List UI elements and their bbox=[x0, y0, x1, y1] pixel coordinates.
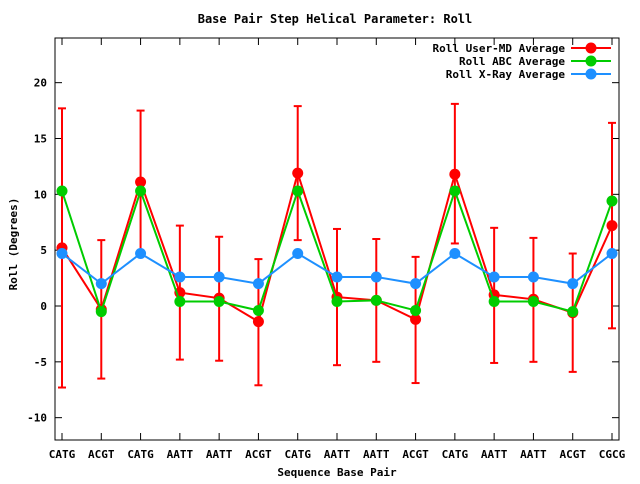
series-2-point bbox=[370, 294, 382, 306]
series-2-point bbox=[567, 306, 579, 318]
series-3-point bbox=[331, 271, 343, 283]
series-2-point bbox=[252, 304, 264, 316]
series-1-point bbox=[135, 176, 147, 188]
series-3-point bbox=[449, 248, 461, 260]
series-2-point bbox=[410, 304, 422, 316]
x-tick-label: ACGT bbox=[245, 448, 272, 461]
series-3-point bbox=[56, 248, 68, 260]
series-2-point bbox=[174, 296, 186, 308]
x-axis-label: Sequence Base Pair bbox=[277, 466, 397, 479]
y-tick-label: 20 bbox=[34, 77, 47, 90]
series-3-point bbox=[95, 278, 107, 290]
series-2-point bbox=[527, 296, 539, 308]
series-3-point bbox=[252, 278, 264, 290]
x-tick-label: AATT bbox=[481, 448, 508, 461]
series-2-point bbox=[449, 185, 461, 197]
series-3-point bbox=[174, 271, 186, 283]
x-tick-label: AATT bbox=[520, 448, 547, 461]
x-tick-label: AATT bbox=[206, 448, 233, 461]
series-2-point bbox=[135, 185, 147, 197]
series-1-point bbox=[252, 316, 264, 328]
series-3-point bbox=[488, 271, 500, 283]
y-tick-label: 15 bbox=[34, 133, 47, 146]
series-1-point bbox=[606, 220, 618, 232]
series-1-point bbox=[449, 168, 461, 180]
series-2-point bbox=[606, 195, 618, 207]
series-2-point bbox=[292, 185, 304, 197]
series-1-point bbox=[410, 313, 422, 325]
series-3-point bbox=[292, 248, 304, 260]
series-2-point bbox=[95, 306, 107, 318]
series-2-point bbox=[488, 296, 500, 308]
chart-title: Base Pair Step Helical Parameter: Roll bbox=[198, 12, 473, 26]
y-tick-label: -5 bbox=[34, 356, 47, 369]
y-axis-label: Roll (Degrees) bbox=[7, 198, 20, 291]
series-3-point bbox=[135, 248, 147, 260]
x-tick-label: ACGT bbox=[559, 448, 586, 461]
legend-swatch-marker-3 bbox=[585, 68, 597, 80]
x-tick-label: CATG bbox=[442, 448, 469, 461]
legend-swatch-marker-2 bbox=[585, 55, 597, 67]
series-3-point bbox=[213, 271, 225, 283]
series-3-point bbox=[567, 278, 579, 290]
series-2-point bbox=[213, 296, 225, 308]
x-tick-label: CATG bbox=[49, 448, 76, 461]
legend-label-2: Roll ABC Average bbox=[459, 55, 565, 68]
legend-label-3: Roll X-Ray Average bbox=[446, 68, 566, 81]
plot-area: -10 -5 0 5 10 15 20 CATG ACGT CATG AATT AATT ACGT CAT… bbox=[27, 37, 626, 461]
series-3-point bbox=[410, 278, 422, 290]
series-1-point bbox=[292, 167, 304, 179]
y-tick-label: 0 bbox=[40, 300, 47, 313]
x-tick-label: CATG bbox=[127, 448, 154, 461]
series-3-point bbox=[527, 271, 539, 283]
legend-swatch-marker-1 bbox=[585, 42, 597, 54]
x-tick-label: CGCG bbox=[599, 448, 626, 461]
x-tick-label: ACGT bbox=[88, 448, 115, 461]
y-tick-label: 5 bbox=[40, 244, 47, 257]
legend-label-1: Roll User-MD Average bbox=[433, 42, 566, 55]
series-3-point bbox=[606, 248, 618, 260]
x-tick-label: AATT bbox=[324, 448, 351, 461]
x-tick-label: AATT bbox=[167, 448, 194, 461]
series-2-point bbox=[56, 185, 68, 197]
y-tick-label: -10 bbox=[27, 412, 47, 425]
series-2-point bbox=[331, 296, 343, 308]
x-tick-label: ACGT bbox=[402, 448, 429, 461]
series-3-point bbox=[370, 271, 382, 283]
y-tick-label: 10 bbox=[34, 188, 47, 201]
x-tick-label: AATT bbox=[363, 448, 390, 461]
x-tick-label: CATG bbox=[284, 448, 311, 461]
